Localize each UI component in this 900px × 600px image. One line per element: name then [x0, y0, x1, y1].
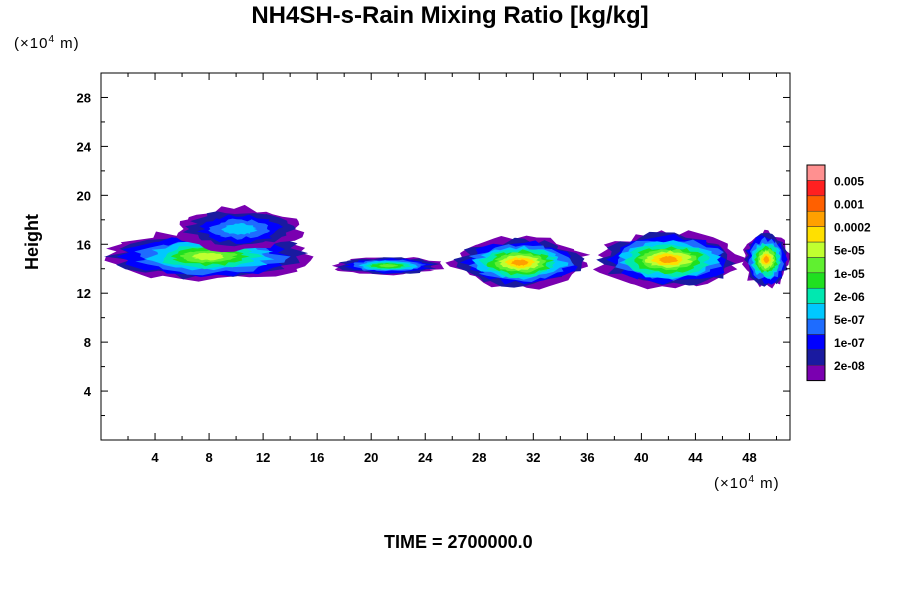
x-tick-label: 44	[688, 450, 703, 465]
legend-swatch	[806, 287, 826, 304]
legend-label: 0.001	[834, 198, 864, 212]
legend-swatch	[806, 257, 826, 274]
y-unit-suffix: m)	[55, 35, 80, 52]
chart-title: NH4SH-s-Rain Mixing Ratio [kg/kg]	[251, 2, 649, 29]
legend-frame	[806, 164, 826, 382]
legend-swatch	[806, 241, 826, 258]
contour-field	[103, 204, 790, 290]
contour-level-fill	[763, 255, 770, 264]
x-tick-label: 48	[742, 450, 756, 465]
y-unit-exponent: 4	[48, 34, 56, 45]
legend-label: 5e-05	[834, 244, 865, 258]
legend-swatch	[806, 180, 826, 197]
y-tick-label: 20	[77, 188, 91, 203]
x-tick-label: 4	[151, 450, 159, 465]
x-tick-label: 36	[580, 450, 594, 465]
legend-label: 1e-07	[834, 336, 865, 350]
legend-label: 1e-05	[834, 267, 865, 281]
legend-swatch	[806, 349, 826, 366]
x-unit-prefix: (×10	[714, 475, 749, 492]
contour-level-fill	[378, 264, 398, 268]
x-tick-label: 24	[418, 450, 433, 465]
y-unit-prefix: (×10	[14, 35, 49, 52]
legend-swatch	[806, 164, 826, 181]
x-tick-label: 32	[526, 450, 540, 465]
legend-label: 2e-06	[834, 290, 865, 304]
contour-level-fill	[221, 223, 258, 235]
legend-label: 5e-07	[834, 313, 865, 327]
x-unit-exponent: 4	[748, 474, 756, 485]
legend-swatch	[806, 334, 826, 351]
legend-swatch	[806, 272, 826, 289]
y-tick-label: 24	[77, 139, 92, 154]
legend-label: 2e-08	[834, 359, 865, 373]
x-tick-label: 40	[634, 450, 648, 465]
legend-swatch	[806, 210, 826, 227]
contour-level-fill	[510, 259, 529, 266]
time-label: TIME = 2700000.0	[384, 532, 533, 552]
legend-swatch	[806, 318, 826, 335]
legend-swatch	[806, 226, 826, 243]
legend-swatch	[806, 195, 826, 212]
contour-level-fill	[191, 252, 225, 261]
y-tick-label: 16	[77, 237, 91, 252]
y-tick-label: 4	[84, 384, 92, 399]
x-unit-suffix: m)	[755, 475, 780, 492]
legend-label: 0.005	[834, 174, 864, 188]
x-tick-label: 8	[205, 450, 212, 465]
legend-swatch	[806, 303, 826, 320]
x-tick-label: 12	[256, 450, 270, 465]
x-tick-label: 20	[364, 450, 378, 465]
contour-level-fill	[658, 255, 679, 263]
x-tick-label: 28	[472, 450, 486, 465]
y-tick-label: 12	[77, 286, 91, 301]
plot-frame	[100, 72, 791, 441]
x-unit-label: (×104 m)	[714, 474, 780, 492]
x-tick-label: 16	[310, 450, 324, 465]
y-tick-label: 28	[77, 90, 91, 105]
y-unit-label: (×104 m)	[14, 34, 80, 52]
y-tick-label: 8	[84, 335, 91, 350]
legend-swatch	[806, 364, 826, 381]
color-legend: 2e-08 1e-07 5e-07 2e-06 1e-05 5e-05 0.0002 0.00…	[806, 164, 871, 382]
legend-label: 0.0002	[834, 221, 871, 235]
